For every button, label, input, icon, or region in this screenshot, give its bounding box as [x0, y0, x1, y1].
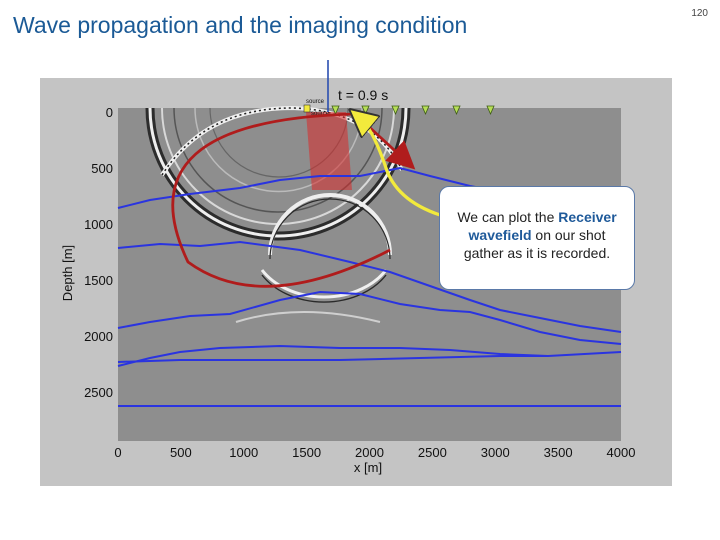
y-tick-label: 1500	[84, 273, 113, 288]
source-label-top: source	[306, 99, 325, 105]
y-axis-label: Depth [m]	[60, 245, 75, 301]
source-label-bottom: source	[311, 111, 330, 117]
y-tick-labels: 0 500 1000 1500 2000 2500	[84, 105, 113, 400]
x-tick-label: 3000	[481, 445, 510, 460]
time-label: t = 0.9 s	[338, 87, 388, 103]
source-marker	[303, 104, 311, 113]
ray-region	[306, 112, 352, 190]
x-tick-label: 2500	[418, 445, 447, 460]
callout-box: We can plot the Receiver wavefield on ou…	[439, 186, 635, 290]
page-number: 120	[691, 8, 708, 19]
x-tick-label: 1000	[229, 445, 258, 460]
red-ray-arrow	[171, 112, 391, 288]
y-tick-label: 1000	[84, 217, 113, 232]
callout-text-1: We can plot the	[457, 209, 559, 225]
y-tick-label: 0	[106, 105, 113, 120]
x-tick-labels: 0 500 1000 1500 2000 2500 3000 3500 4000	[114, 445, 635, 460]
y-tick-label: 2000	[84, 329, 113, 344]
x-tick-label: 500	[170, 445, 192, 460]
x-tick-label: 2000	[355, 445, 384, 460]
receiver-marker	[421, 105, 430, 115]
receiver-marker	[331, 105, 340, 115]
callout-highlight-receiver-wavefield: Receiver wavefield	[468, 209, 617, 243]
x-tick-label: 3500	[544, 445, 573, 460]
slide-title: Wave propagation and the imaging conditi…	[13, 12, 468, 38]
receiver-marker	[391, 105, 400, 115]
x-tick-label: 4000	[607, 445, 636, 460]
x-tick-label: 1500	[292, 445, 321, 460]
receiver-marker	[486, 105, 495, 115]
yellow-ray-arrow	[360, 118, 441, 217]
y-tick-label: 2500	[84, 385, 113, 400]
x-tick-label: 0	[114, 445, 121, 460]
callout-text-2: on our shot gather as it is recorded.	[463, 227, 611, 261]
receiver-marker	[452, 105, 461, 115]
y-tick-label: 500	[91, 161, 113, 176]
x-axis-label: x [m]	[354, 460, 382, 475]
